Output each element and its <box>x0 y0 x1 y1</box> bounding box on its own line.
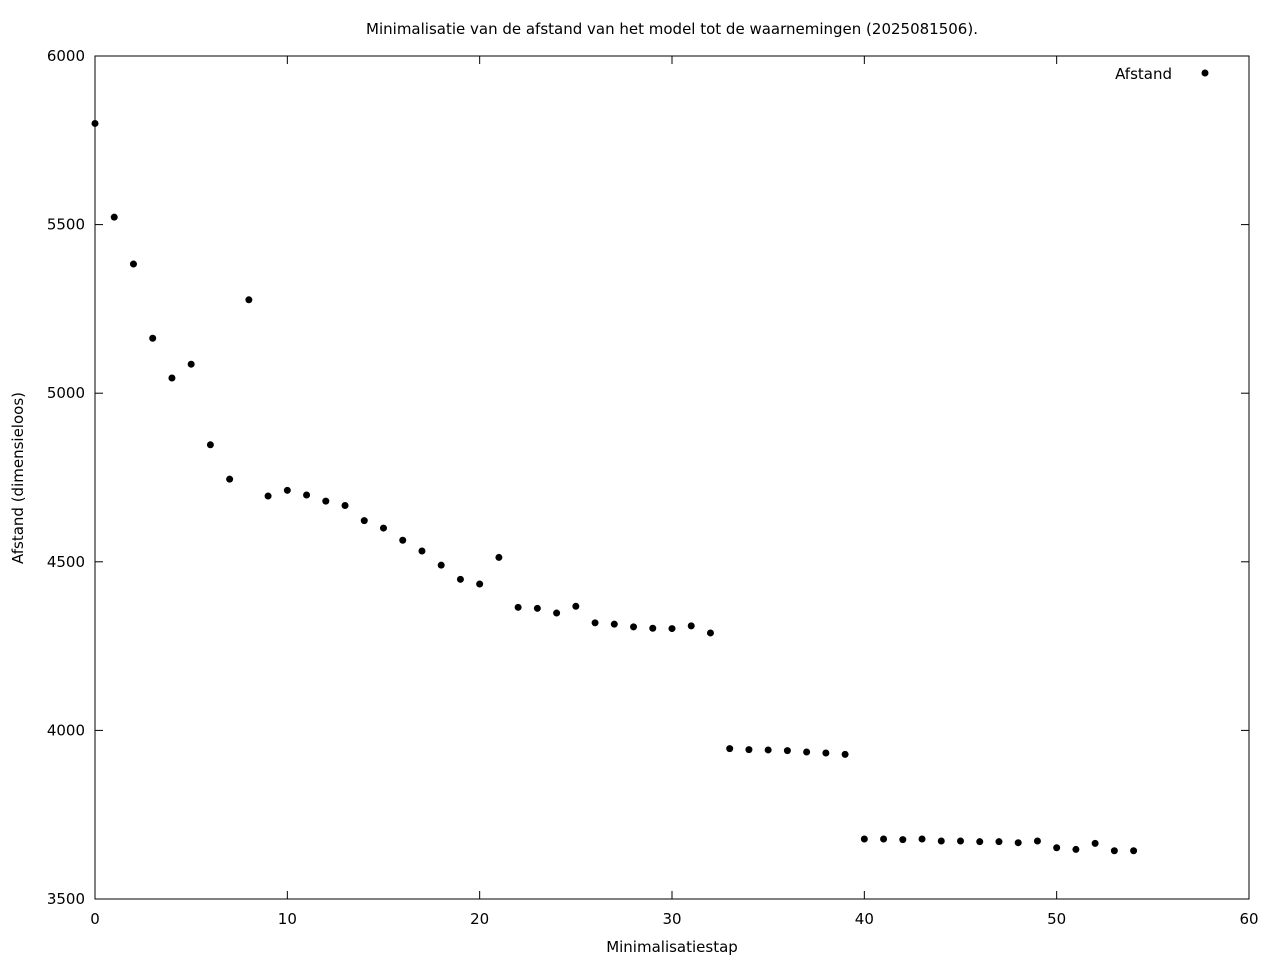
data-point <box>303 491 311 499</box>
data-point <box>976 838 984 846</box>
data-point <box>206 441 214 449</box>
legend-label: Afstand <box>1115 65 1172 83</box>
x-axis-ticks: 0 10 20 30 40 50 60 <box>90 56 1259 928</box>
data-point <box>264 492 272 500</box>
data-point <box>591 619 599 627</box>
y-tick-label: 3500 <box>47 890 85 908</box>
data-point <box>957 837 964 845</box>
y-tick-label: 4000 <box>47 721 85 739</box>
x-tick-label: 30 <box>662 910 681 928</box>
data-point <box>726 745 734 753</box>
x-tick-label: 20 <box>470 910 489 928</box>
x-tick-label: 60 <box>1239 910 1258 928</box>
data-point <box>918 835 926 843</box>
data-point <box>880 835 888 843</box>
chart-title: Minimalisatie van de afstand van het mod… <box>366 20 978 38</box>
data-point <box>668 625 676 633</box>
legend: Afstand <box>1115 65 1209 83</box>
data-point <box>841 750 849 758</box>
x-tick-label: 10 <box>278 910 297 928</box>
y-tick-label: 5000 <box>47 384 85 402</box>
data-point <box>476 580 484 588</box>
data-point <box>1033 837 1041 845</box>
data-point <box>149 334 157 342</box>
data-point <box>360 517 368 525</box>
data-point <box>610 620 618 628</box>
x-tick-label: 0 <box>90 910 100 928</box>
x-axis-label: Minimalisatiestap <box>606 938 738 956</box>
data-point <box>245 296 253 304</box>
data-point <box>706 629 714 637</box>
data-point <box>937 837 945 845</box>
data-point <box>572 602 580 610</box>
data-point <box>899 836 907 844</box>
data-point <box>226 475 234 483</box>
data-point <box>1110 847 1118 855</box>
data-point <box>1014 839 1022 847</box>
data-point <box>399 536 407 544</box>
data-point <box>803 748 811 756</box>
data-point <box>533 604 541 612</box>
data-point <box>764 746 772 754</box>
data-point <box>1053 844 1061 852</box>
x-tick-label: 50 <box>1047 910 1066 928</box>
data-point <box>456 575 464 583</box>
data-point <box>1091 839 1099 847</box>
data-point <box>630 623 638 631</box>
data-point <box>341 501 349 509</box>
x-tick-label: 40 <box>855 910 874 928</box>
data-point <box>1072 845 1080 853</box>
data-point <box>495 553 503 561</box>
data-point <box>783 747 791 755</box>
data-point <box>745 746 753 754</box>
y-tick-label: 6000 <box>47 47 85 65</box>
y-tick-label: 4500 <box>47 553 85 571</box>
data-point <box>860 835 868 843</box>
data-point <box>649 624 657 632</box>
data-point <box>437 561 445 569</box>
data-point <box>514 603 522 611</box>
data-point <box>129 260 137 268</box>
data-point <box>995 838 1003 846</box>
data-point <box>1130 847 1138 855</box>
data-point <box>418 547 426 555</box>
data-point <box>822 749 830 757</box>
data-point <box>380 524 387 532</box>
data-points <box>91 119 1138 855</box>
y-tick-label: 5500 <box>47 216 85 234</box>
legend-marker <box>1201 69 1209 77</box>
data-point <box>187 360 195 368</box>
data-point <box>110 213 118 221</box>
plot-frame <box>94 55 1250 900</box>
y-axis-label: Afstand (dimensieloos) <box>9 392 27 564</box>
data-point <box>553 609 561 617</box>
data-point <box>687 622 695 630</box>
data-point <box>283 486 291 494</box>
y-axis-ticks: 3500 4000 4500 5000 5500 6000 <box>47 47 1249 908</box>
data-point <box>91 119 99 127</box>
data-point <box>322 497 330 505</box>
data-point <box>168 374 176 382</box>
